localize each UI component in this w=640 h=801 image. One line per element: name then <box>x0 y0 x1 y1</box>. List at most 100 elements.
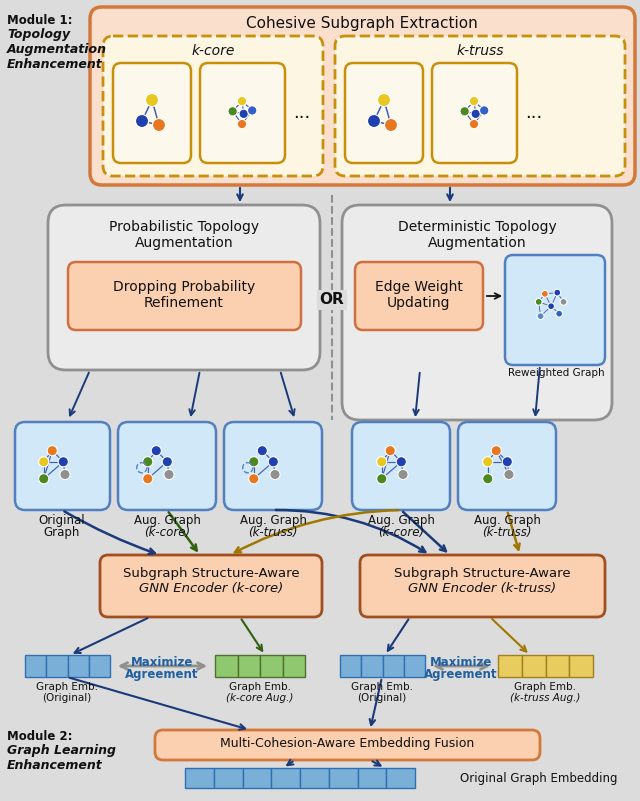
Text: Augmentation: Augmentation <box>7 43 107 56</box>
Text: (Original): (Original) <box>357 693 406 703</box>
FancyBboxPatch shape <box>118 422 216 510</box>
Circle shape <box>491 445 501 456</box>
FancyBboxPatch shape <box>68 262 301 330</box>
Text: Enhancement: Enhancement <box>7 58 103 71</box>
Text: Original: Original <box>38 514 85 527</box>
FancyBboxPatch shape <box>342 205 612 420</box>
Text: Refinement: Refinement <box>144 296 224 310</box>
Circle shape <box>237 96 246 106</box>
Text: Graph Emb.: Graph Emb. <box>229 682 291 692</box>
Circle shape <box>152 119 166 131</box>
Text: Maximize: Maximize <box>131 656 193 669</box>
Text: (k-truss): (k-truss) <box>483 526 532 539</box>
Bar <box>25 655 46 677</box>
Bar <box>215 655 237 677</box>
Text: (k-truss): (k-truss) <box>248 526 298 539</box>
Text: Cohesive Subgraph Extraction: Cohesive Subgraph Extraction <box>246 16 478 31</box>
Text: Module 2:: Module 2: <box>7 730 72 743</box>
Text: Edge Weight: Edge Weight <box>375 280 463 294</box>
Bar <box>46 655 67 677</box>
Bar <box>361 655 383 677</box>
Text: Graph: Graph <box>44 526 80 539</box>
FancyBboxPatch shape <box>103 36 323 176</box>
Bar <box>329 768 358 788</box>
Circle shape <box>237 119 246 129</box>
FancyBboxPatch shape <box>224 422 322 510</box>
Text: Augmentation: Augmentation <box>428 236 526 250</box>
Circle shape <box>145 94 159 107</box>
FancyBboxPatch shape <box>100 555 322 617</box>
FancyBboxPatch shape <box>458 422 556 510</box>
Text: (k-truss Aug.): (k-truss Aug.) <box>510 693 580 703</box>
Text: ...: ... <box>293 104 310 122</box>
Text: Subgraph Structure-Aware: Subgraph Structure-Aware <box>123 567 300 580</box>
Text: ...: ... <box>525 104 543 122</box>
Circle shape <box>239 109 248 119</box>
FancyBboxPatch shape <box>15 422 110 510</box>
Circle shape <box>162 457 172 467</box>
Circle shape <box>483 457 493 467</box>
FancyBboxPatch shape <box>352 422 450 510</box>
Circle shape <box>377 473 387 484</box>
Text: Enhancement: Enhancement <box>7 759 103 772</box>
Text: Probabilistic Topology: Probabilistic Topology <box>109 220 259 234</box>
Text: Deterministic Topology: Deterministic Topology <box>397 220 556 234</box>
Text: Graph Learning: Graph Learning <box>7 744 116 757</box>
Circle shape <box>228 107 237 116</box>
Text: Updating: Updating <box>387 296 451 310</box>
Circle shape <box>479 106 489 115</box>
Text: Graph Emb.: Graph Emb. <box>514 682 576 692</box>
Bar <box>185 768 214 788</box>
FancyBboxPatch shape <box>335 36 625 176</box>
Circle shape <box>249 457 259 467</box>
Text: Multi-Cohesion-Aware Embedding Fusion: Multi-Cohesion-Aware Embedding Fusion <box>220 737 474 750</box>
Circle shape <box>460 107 469 116</box>
Circle shape <box>554 289 561 296</box>
FancyBboxPatch shape <box>360 555 605 617</box>
Circle shape <box>268 457 278 467</box>
Bar <box>282 655 305 677</box>
Circle shape <box>143 457 153 467</box>
Bar <box>545 655 569 677</box>
Text: Dropping Probability: Dropping Probability <box>113 280 255 294</box>
FancyBboxPatch shape <box>113 63 191 163</box>
Bar <box>340 655 361 677</box>
Circle shape <box>471 109 481 119</box>
Circle shape <box>385 119 397 131</box>
Text: Maximize: Maximize <box>430 656 492 669</box>
Text: Augmentation: Augmentation <box>134 236 234 250</box>
Circle shape <box>249 473 259 484</box>
Circle shape <box>398 469 408 480</box>
Circle shape <box>136 115 148 127</box>
Text: Agreement: Agreement <box>125 668 199 681</box>
Text: Aug. Graph: Aug. Graph <box>239 514 307 527</box>
Text: (Original): (Original) <box>42 693 92 703</box>
Bar <box>237 655 260 677</box>
Circle shape <box>560 299 567 305</box>
FancyBboxPatch shape <box>155 730 540 760</box>
Text: (k-core Aug.): (k-core Aug.) <box>227 693 294 703</box>
Bar <box>522 655 545 677</box>
Circle shape <box>502 457 513 467</box>
Circle shape <box>537 312 544 320</box>
Circle shape <box>377 457 387 467</box>
Circle shape <box>504 469 514 480</box>
Circle shape <box>38 473 49 484</box>
Bar <box>243 768 271 788</box>
Text: Agreement: Agreement <box>424 668 498 681</box>
Circle shape <box>367 115 381 127</box>
Text: k-core: k-core <box>191 44 235 58</box>
Text: Aug. Graph: Aug. Graph <box>134 514 200 527</box>
Circle shape <box>38 457 49 467</box>
Text: Reweighted Graph: Reweighted Graph <box>508 368 604 378</box>
Circle shape <box>469 119 479 129</box>
Text: Module 1:: Module 1: <box>7 14 72 27</box>
Bar <box>271 768 300 788</box>
Circle shape <box>47 445 58 456</box>
Bar <box>387 768 415 788</box>
Bar <box>383 655 404 677</box>
Bar <box>358 768 387 788</box>
Text: Aug. Graph: Aug. Graph <box>367 514 435 527</box>
FancyBboxPatch shape <box>345 63 423 163</box>
FancyBboxPatch shape <box>432 63 517 163</box>
